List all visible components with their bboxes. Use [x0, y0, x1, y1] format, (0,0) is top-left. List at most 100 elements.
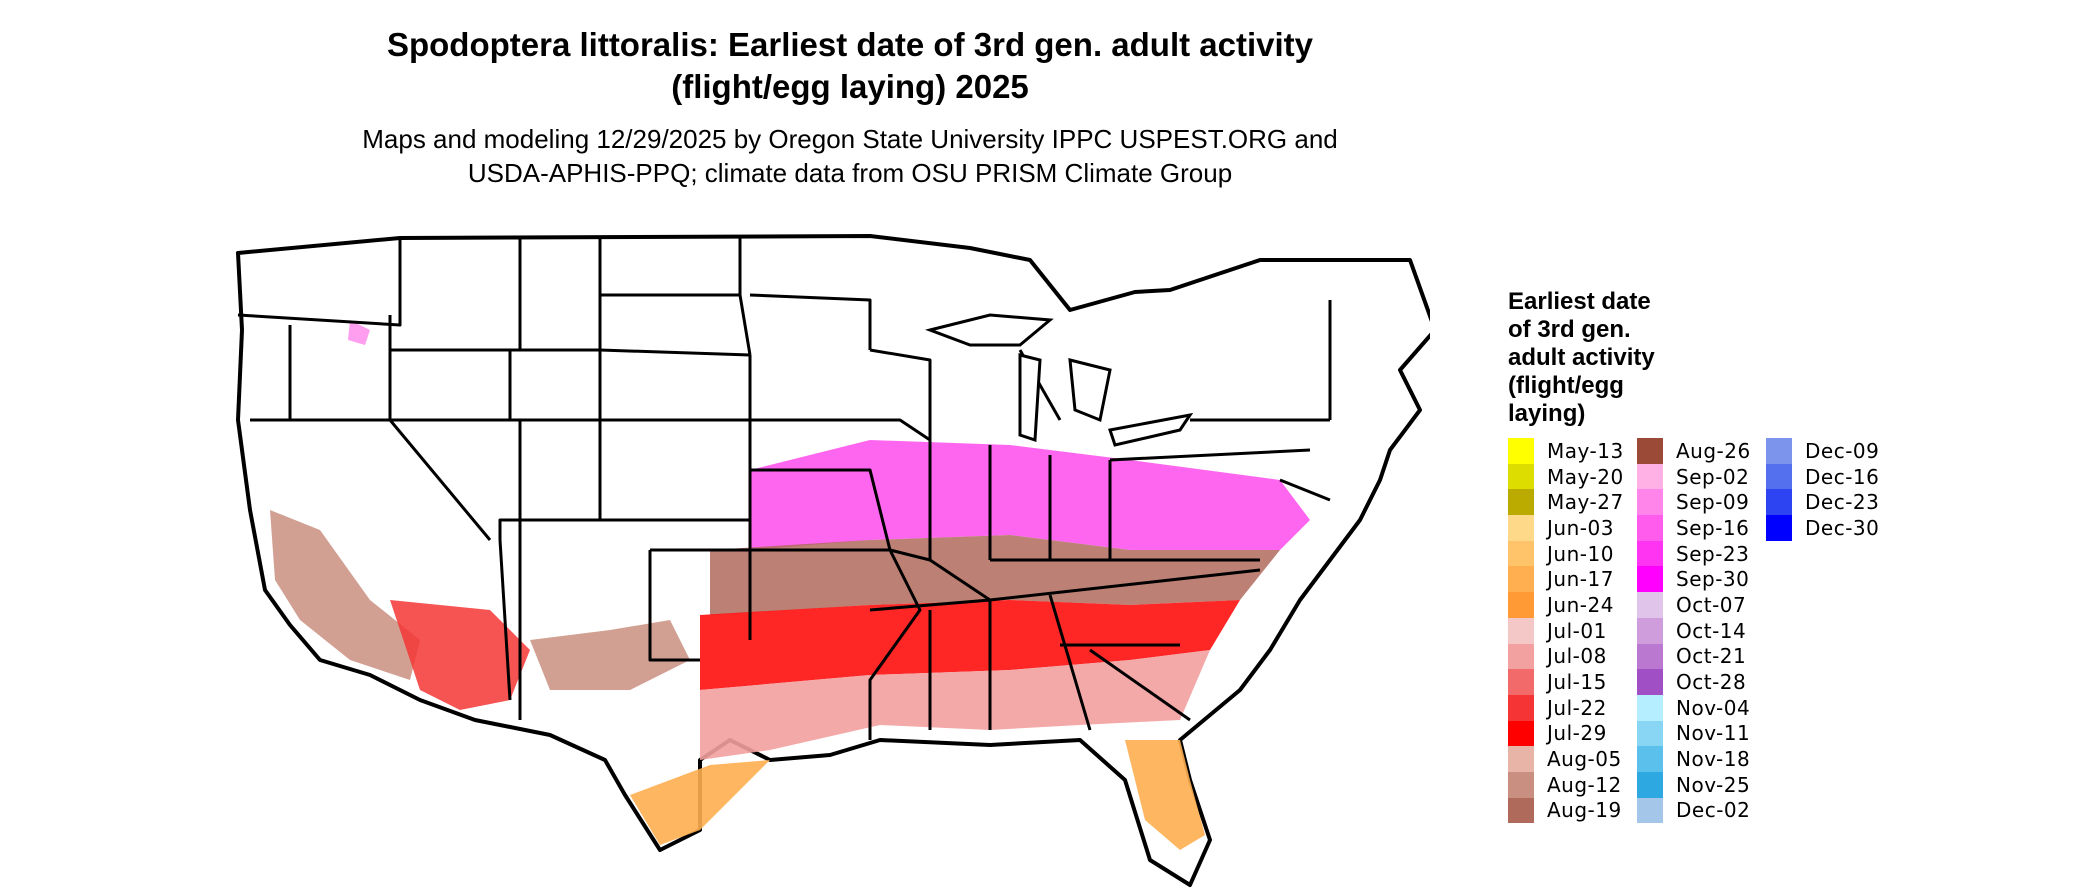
legend-title-line: of 3rd gen. — [1508, 316, 1631, 343]
legend-item: Dec-09 — [1766, 438, 1895, 464]
legend-swatch — [1766, 463, 1792, 490]
legend-label: Sep-23 — [1676, 541, 1750, 566]
legend-item: Aug-12 — [1508, 771, 1637, 798]
legend-swatch — [1508, 566, 1534, 593]
legend-swatch — [1508, 669, 1534, 695]
legend-label: Jul-29 — [1547, 721, 1607, 746]
legend-label: May-13 — [1547, 438, 1624, 463]
legend-swatch — [1637, 694, 1663, 721]
lake-huron — [1068, 358, 1112, 423]
lake-erie — [1108, 412, 1194, 447]
zone-jun-orange — [630, 760, 770, 845]
state-borders — [237, 236, 1332, 740]
legend-item: Dec-02 — [1637, 797, 1766, 824]
legend-swatch — [1637, 746, 1663, 772]
legend-item: May-27 — [1508, 489, 1637, 516]
legend-swatch — [1637, 669, 1663, 695]
zone-jun-florida — [1125, 740, 1205, 850]
legend-label: Oct-21 — [1676, 644, 1747, 669]
legend-item: May-13 — [1508, 438, 1637, 464]
legend-item: Dec-30 — [1766, 515, 1895, 541]
legend-swatch — [1508, 540, 1534, 567]
legend-item: Oct-14 — [1637, 617, 1766, 644]
legend-item: Jun-24 — [1508, 592, 1637, 618]
legend-label: Jul-15 — [1547, 670, 1607, 695]
legend: Earliest date of 3rd gen. adult activity… — [1508, 288, 1895, 824]
legend-label: Dec-09 — [1805, 438, 1880, 463]
zone-southwest-red — [390, 600, 530, 710]
legend-label: Aug-26 — [1676, 438, 1751, 463]
legend-column: Aug-26 Sep-02 Sep-09 Sep-16 Sep-23 Sep-30 Oct-… — [1637, 438, 1766, 824]
legend-item: Sep-16 — [1637, 515, 1766, 541]
legend-label: Aug-12 — [1547, 772, 1622, 797]
legend-swatch — [1508, 617, 1534, 644]
legend-item: Oct-07 — [1637, 592, 1766, 618]
legend-label: Sep-02 — [1676, 464, 1750, 489]
us-map — [236, 234, 1430, 887]
zone-aug-pink — [700, 650, 1210, 760]
legend-title-line: laying) — [1508, 400, 1586, 427]
legend-swatch — [1637, 540, 1663, 567]
legend-item: Aug-26 — [1637, 438, 1766, 464]
legend-item: Sep-30 — [1637, 566, 1766, 593]
legend-label: Jun-17 — [1547, 567, 1614, 592]
legend-item: Jun-10 — [1508, 540, 1637, 567]
legend-swatch — [1637, 797, 1663, 824]
legend-item: Jul-29 — [1508, 720, 1637, 747]
legend-item: Sep-23 — [1637, 540, 1766, 567]
legend-label: Jun-24 — [1547, 592, 1614, 617]
legend-item: Aug-05 — [1508, 746, 1637, 772]
legend-label: Jul-22 — [1547, 695, 1607, 720]
legend-title-line: (flight/egg — [1508, 372, 1624, 399]
legend-label: Dec-23 — [1805, 490, 1880, 515]
legend-swatch — [1508, 643, 1534, 670]
legend-item: Oct-21 — [1637, 643, 1766, 670]
legend-label: Oct-28 — [1676, 670, 1747, 695]
legend-swatch — [1508, 720, 1534, 747]
legend-item: Jul-15 — [1508, 669, 1637, 695]
legend-label: Jun-03 — [1547, 515, 1614, 540]
zone-west-brown — [270, 510, 420, 680]
legend-item: Oct-28 — [1637, 669, 1766, 695]
legend-swatch — [1508, 797, 1534, 824]
legend-item: Dec-16 — [1766, 463, 1895, 490]
legend-label: Nov-18 — [1676, 747, 1751, 772]
legend-item: Jun-17 — [1508, 566, 1637, 593]
legend-swatch — [1637, 592, 1663, 618]
legend-label: Dec-30 — [1805, 515, 1880, 540]
legend-label: Dec-16 — [1805, 464, 1880, 489]
map-subtitle: Maps and modeling 12/29/2025 by Oregon S… — [0, 122, 1700, 190]
legend-swatch — [1637, 566, 1663, 593]
legend-swatch — [1508, 771, 1534, 798]
legend-label: Aug-19 — [1547, 798, 1622, 823]
legend-item: Aug-19 — [1508, 797, 1637, 824]
zone-sep — [750, 440, 1310, 550]
legend-label: Sep-16 — [1676, 515, 1750, 540]
legend-swatch — [1508, 592, 1534, 618]
legend-item: Sep-09 — [1637, 489, 1766, 516]
great-lakes — [924, 313, 1194, 447]
legend-label: Jul-01 — [1547, 618, 1607, 643]
legend-label: Sep-09 — [1676, 490, 1750, 515]
legend-label: May-20 — [1547, 464, 1624, 489]
legend-swatch — [1637, 720, 1663, 747]
lake-superior — [924, 313, 1054, 347]
legend-label: Sep-30 — [1676, 567, 1750, 592]
zone-aug-brown — [710, 535, 1280, 615]
legend-swatch — [1637, 771, 1663, 798]
legend-label: Jul-08 — [1547, 644, 1607, 669]
legend-item: Jun-03 — [1508, 515, 1637, 541]
legend-swatch — [1508, 515, 1534, 541]
subtitle-line-1: Maps and modeling 12/29/2025 by Oregon S… — [362, 124, 1338, 154]
title-line-1: Spodoptera littoralis: Earliest date of … — [386, 26, 1313, 63]
legend-label: Oct-07 — [1676, 592, 1747, 617]
zone-jul-red — [700, 600, 1240, 690]
legend-item: Nov-11 — [1637, 720, 1766, 747]
legend-label: May-27 — [1547, 490, 1624, 515]
activity-zones — [270, 320, 1310, 850]
map-title: Spodoptera littoralis: Earliest date of … — [0, 24, 1700, 108]
legend-item: Jul-08 — [1508, 643, 1637, 670]
legend-label: Nov-11 — [1676, 721, 1751, 746]
legend-swatch — [1766, 438, 1792, 464]
legend-label: Nov-04 — [1676, 695, 1751, 720]
